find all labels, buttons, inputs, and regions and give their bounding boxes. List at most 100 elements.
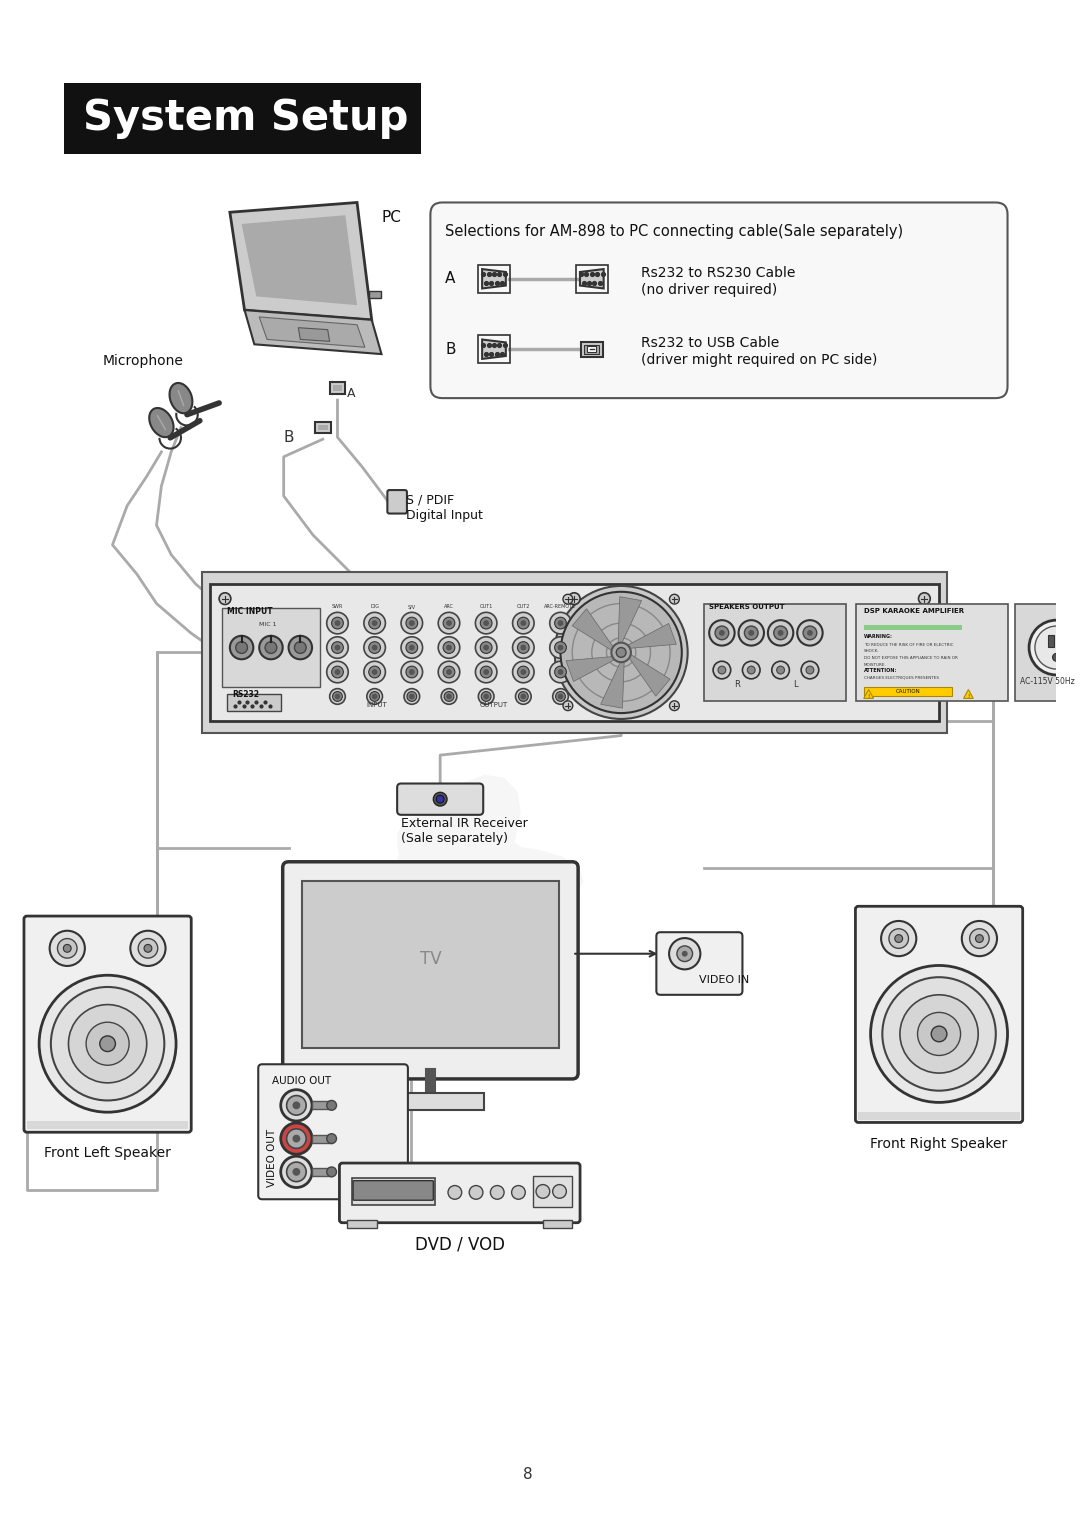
Circle shape — [962, 920, 997, 956]
Circle shape — [288, 636, 312, 660]
Text: DVD / VOD: DVD / VOD — [415, 1236, 504, 1253]
Text: 8: 8 — [524, 1466, 534, 1481]
Circle shape — [918, 593, 930, 605]
Circle shape — [372, 693, 378, 700]
Circle shape — [513, 613, 535, 634]
Circle shape — [138, 939, 158, 959]
Circle shape — [367, 689, 382, 704]
FancyBboxPatch shape — [431, 203, 1008, 398]
Bar — [864, 687, 951, 696]
Circle shape — [335, 693, 340, 700]
Text: DIG: DIG — [370, 605, 379, 610]
Bar — [477, 335, 510, 363]
Circle shape — [286, 1163, 306, 1181]
Circle shape — [481, 666, 492, 678]
Circle shape — [368, 642, 380, 654]
Circle shape — [719, 629, 725, 636]
Circle shape — [443, 666, 455, 678]
Text: S / PDIF
Digital Input: S / PDIF Digital Input — [406, 494, 483, 523]
Circle shape — [677, 946, 692, 962]
Circle shape — [772, 661, 789, 678]
Circle shape — [259, 636, 283, 660]
Circle shape — [557, 620, 564, 626]
Text: L: L — [793, 680, 797, 689]
Bar — [333, 386, 342, 392]
Circle shape — [335, 620, 340, 626]
Circle shape — [681, 951, 688, 957]
Text: RS232: RS232 — [232, 690, 259, 700]
Circle shape — [1053, 654, 1061, 661]
Polygon shape — [572, 608, 617, 654]
Circle shape — [797, 620, 823, 646]
Circle shape — [555, 666, 566, 678]
Circle shape — [563, 594, 572, 604]
Polygon shape — [618, 597, 642, 649]
Bar — [864, 625, 961, 629]
Circle shape — [517, 666, 529, 678]
Circle shape — [441, 689, 457, 704]
Text: Front Left Speaker: Front Left Speaker — [44, 1146, 171, 1160]
Circle shape — [1029, 620, 1080, 675]
Circle shape — [407, 692, 417, 701]
Text: AC-115V 50Hz: AC-115V 50Hz — [1021, 677, 1075, 686]
Bar — [377, 1093, 484, 1109]
Text: Rs232 to USB Cable: Rs232 to USB Cable — [640, 337, 779, 351]
Text: OUTPUT: OUTPUT — [480, 703, 508, 709]
Polygon shape — [259, 317, 365, 347]
Circle shape — [553, 689, 568, 704]
Circle shape — [557, 645, 564, 651]
Circle shape — [931, 1026, 947, 1042]
Bar — [27, 1122, 188, 1129]
Circle shape — [483, 669, 489, 675]
Bar — [312, 1135, 332, 1143]
Circle shape — [293, 1135, 300, 1143]
Circle shape — [406, 617, 418, 629]
Circle shape — [409, 669, 415, 675]
Text: A: A — [445, 271, 456, 287]
Circle shape — [555, 585, 688, 719]
Circle shape — [364, 661, 386, 683]
Circle shape — [555, 617, 566, 629]
Text: INPUT: INPUT — [366, 703, 387, 709]
Text: TV: TV — [420, 949, 442, 968]
Text: CAUTION: CAUTION — [895, 689, 920, 693]
Text: VIDEO IN: VIDEO IN — [700, 975, 750, 985]
Polygon shape — [580, 270, 604, 288]
Polygon shape — [623, 623, 676, 649]
Circle shape — [327, 1100, 337, 1109]
Polygon shape — [298, 328, 329, 341]
Text: CHARGES ELECTRIQUES PRESENTES: CHARGES ELECTRIQUES PRESENTES — [864, 675, 939, 680]
Polygon shape — [242, 215, 357, 305]
Circle shape — [327, 637, 348, 658]
Circle shape — [895, 934, 903, 942]
Circle shape — [617, 648, 626, 657]
Circle shape — [446, 645, 451, 651]
Bar — [318, 425, 327, 430]
Circle shape — [295, 642, 306, 654]
Circle shape — [482, 692, 491, 701]
Circle shape — [483, 693, 489, 700]
Bar — [312, 1102, 332, 1109]
Circle shape — [409, 645, 415, 651]
Bar — [584, 344, 599, 354]
Circle shape — [550, 613, 571, 634]
Circle shape — [553, 1184, 566, 1198]
Circle shape — [777, 666, 784, 674]
Circle shape — [219, 593, 231, 605]
Bar — [704, 604, 846, 701]
Circle shape — [483, 645, 489, 651]
Text: !: ! — [968, 693, 970, 700]
Circle shape — [235, 642, 247, 654]
Circle shape — [131, 931, 165, 966]
Text: MOISTURE.: MOISTURE. — [864, 663, 887, 668]
Text: ARC-REMOTE: ARC-REMOTE — [544, 605, 577, 610]
Text: VIDEO OUT: VIDEO OUT — [267, 1129, 278, 1187]
Text: Rs232 to RS230 Cable: Rs232 to RS230 Cable — [640, 267, 795, 280]
Circle shape — [517, 642, 529, 654]
Circle shape — [281, 1090, 312, 1122]
Bar — [576, 265, 608, 293]
Circle shape — [870, 966, 1008, 1102]
Circle shape — [64, 945, 71, 952]
Bar — [1048, 636, 1053, 646]
Circle shape — [611, 643, 631, 663]
